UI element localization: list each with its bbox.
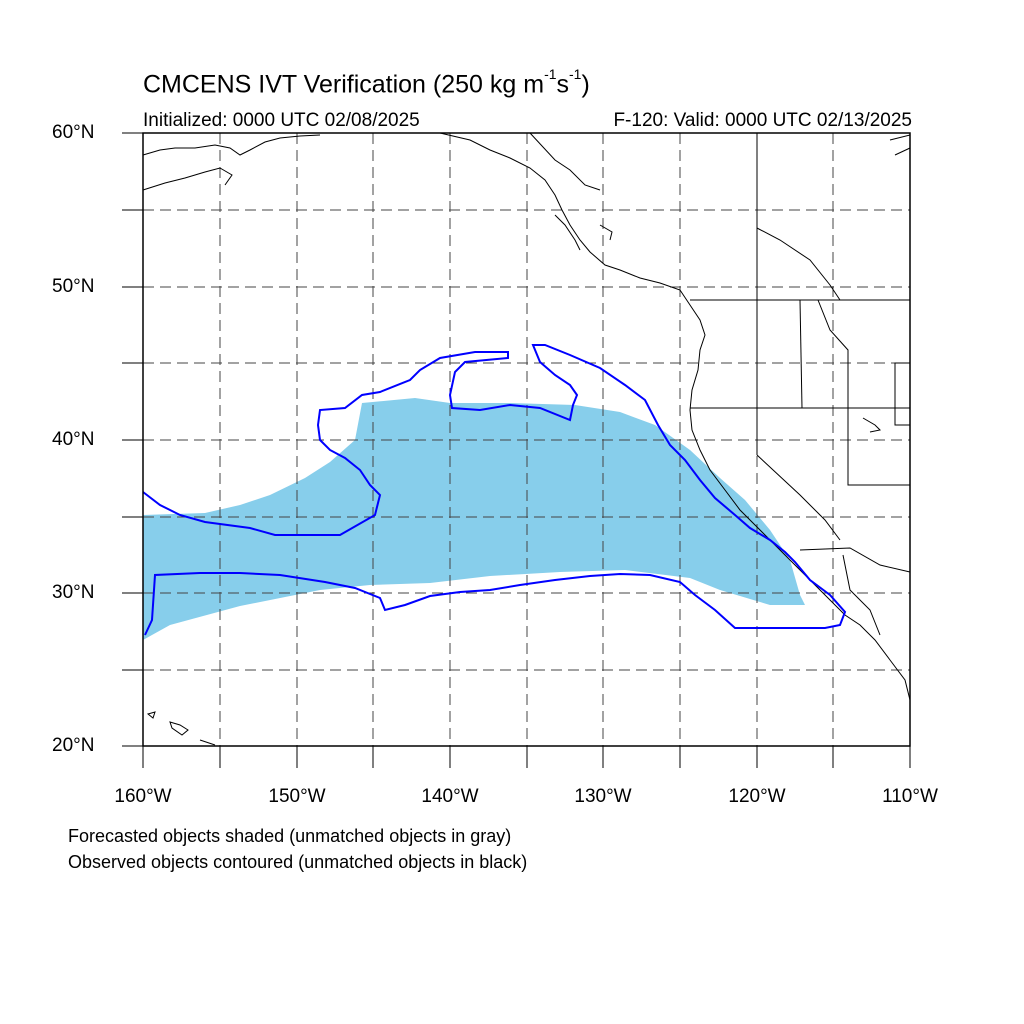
- lon-label-150w: 150°W: [268, 786, 326, 807]
- valid-time: F-120: Valid: 0000 UTC 02/13/2025: [613, 110, 912, 131]
- initialized-time: Initialized: 0000 UTC 02/08/2025: [143, 110, 420, 131]
- lon-label-110w: 110°W: [882, 786, 938, 807]
- lat-label-20n: 20°N: [52, 735, 95, 756]
- coastline: [142, 132, 911, 746]
- lat-label-30n: 30°N: [52, 582, 95, 603]
- lon-label-140w: 140°W: [421, 786, 479, 807]
- tick-marks: [122, 132, 911, 768]
- note-forecast: Forecasted objects shaded (unmatched obj…: [68, 826, 512, 846]
- lon-label-160w: 160°W: [114, 786, 172, 807]
- lon-label-130w: 130°W: [574, 786, 632, 807]
- lat-label-50n: 50°N: [52, 276, 95, 297]
- graticule: [143, 133, 910, 746]
- lat-label-60n: 60°N: [52, 122, 95, 143]
- lat-label-40n: 40°N: [52, 429, 95, 450]
- lon-label-120w: 120°W: [728, 786, 786, 807]
- note-observed: Observed objects contoured (unmatched ob…: [68, 852, 528, 872]
- map-title: CMCENS IVT Verification (250 kg m-1s-1): [143, 66, 590, 99]
- observed-contours: [142, 344, 847, 636]
